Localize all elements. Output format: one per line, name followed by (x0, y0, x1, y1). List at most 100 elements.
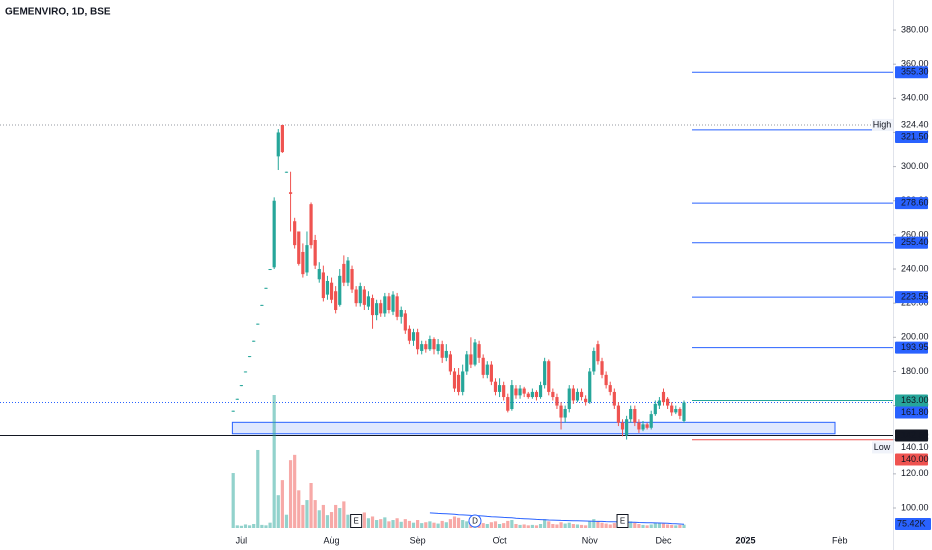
candle-body (395, 296, 399, 317)
candle-body (288, 192, 293, 194)
y-tick-label: 200.00 (901, 332, 929, 342)
volume-bar (329, 512, 334, 528)
candle-body (559, 405, 563, 418)
candle-body (489, 364, 493, 382)
candle-body (604, 374, 608, 386)
volume-bar (497, 524, 502, 528)
candle-body (272, 200, 276, 268)
volume-bar (346, 514, 350, 528)
volume-bar (538, 524, 543, 528)
volume-bar (661, 523, 666, 528)
volume-bar (489, 522, 493, 528)
candle-body (571, 388, 575, 401)
volume-bar (588, 521, 592, 528)
volume-bar (563, 523, 567, 528)
volume-bar (596, 520, 600, 528)
price-label-box (895, 406, 928, 419)
chart-title: GEMENVIRO, 1D, BSE (5, 7, 111, 18)
volume-bar (301, 504, 305, 528)
volume-bar (575, 524, 580, 528)
y-tick-label: 120.00 (901, 468, 929, 478)
candle-body (366, 296, 371, 307)
volume-bar (465, 521, 469, 528)
candle-body (678, 408, 682, 416)
price-label-box (895, 394, 928, 407)
candle-body (649, 414, 653, 428)
candle-body (424, 344, 428, 350)
candle-body (477, 344, 481, 358)
volume-bar (391, 520, 395, 528)
zone (231, 421, 836, 435)
price-tag: High (873, 119, 892, 129)
candle-body (563, 408, 567, 418)
candle-body (625, 419, 629, 436)
candle-body (420, 344, 424, 351)
price-label: 161.80 (901, 407, 929, 417)
price-label-box (895, 130, 928, 143)
candle-body (301, 251, 305, 275)
volume-bar (420, 523, 424, 528)
candle-body (682, 402, 686, 421)
volume-bar (518, 524, 522, 528)
candle-body (391, 294, 395, 312)
price-tag-box (872, 441, 893, 454)
volume-bar (264, 525, 268, 528)
volume-bar (284, 514, 289, 528)
volume-bar (444, 522, 448, 528)
volume-bar (256, 449, 260, 528)
price-label-box (895, 197, 928, 210)
candle-body (485, 364, 489, 375)
event-marker (616, 514, 629, 528)
candle-body (440, 344, 444, 358)
volume-bar (268, 522, 272, 528)
volume-bar (579, 524, 584, 528)
volume-bar (481, 523, 485, 528)
volume-bar (313, 500, 317, 528)
price-label-box (895, 453, 928, 466)
volume-bar (239, 525, 243, 528)
volume-bar (375, 520, 379, 528)
volume-bar (342, 501, 346, 528)
volume-bar (260, 524, 264, 528)
x-tick-label: Jul (236, 535, 248, 545)
volume-bar (325, 515, 330, 528)
candle-body (305, 245, 309, 273)
volume-bar (547, 521, 551, 528)
candle-body (235, 398, 239, 400)
candle-body (620, 422, 625, 430)
candle-body (231, 410, 235, 412)
price-label-box (895, 66, 928, 79)
candle-body (354, 289, 358, 304)
candle-body (526, 393, 530, 398)
candle-body (309, 204, 313, 246)
volume-bar (502, 523, 506, 528)
candle-body (522, 388, 526, 394)
x-tick-label: Nov (582, 535, 599, 545)
candle-body (592, 350, 596, 372)
volume-bar (678, 524, 682, 528)
volume-bar (493, 521, 498, 528)
x-tick-label: Feb (832, 535, 848, 545)
candle-body (338, 275, 342, 305)
price-label: 223.55 (901, 291, 929, 301)
volume-bar (485, 524, 489, 528)
candle-body (284, 171, 289, 173)
volume-bar (334, 504, 338, 528)
volume-bar (514, 524, 518, 528)
candle-body (456, 374, 461, 392)
candle-body (448, 354, 452, 372)
volume-bar (653, 522, 657, 528)
candle-body (387, 296, 391, 310)
candle-body (452, 371, 457, 389)
volume-bar (452, 516, 457, 528)
volume-bar (657, 523, 662, 528)
candle-body (239, 385, 243, 387)
price-label-box (895, 236, 928, 249)
candle-body (633, 408, 637, 423)
volume-bar (543, 519, 547, 528)
candle-body (346, 260, 350, 283)
volume-bar (534, 525, 539, 528)
volume-bar (321, 504, 325, 528)
volume-bar (317, 510, 321, 528)
